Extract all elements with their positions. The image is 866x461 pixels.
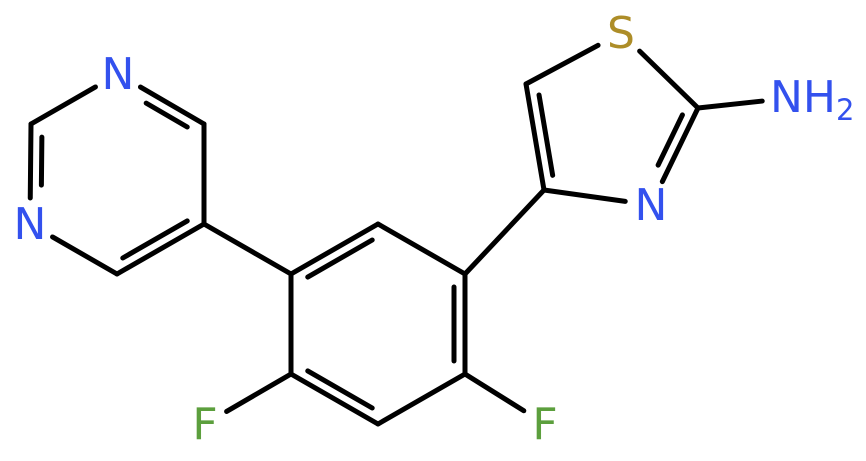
- bond-single: [462, 371, 527, 414]
- bond-double-inner: [120, 218, 190, 261]
- bond-double: [288, 221, 381, 277]
- bond-single: [637, 48, 701, 111]
- bond-single: [695, 98, 765, 111]
- bond-double-inner: [655, 112, 685, 168]
- bond-double: [137, 84, 207, 127]
- atom-label-fluorine-right: F: [532, 399, 557, 450]
- bond-double: [659, 105, 701, 185]
- bond-single: [224, 371, 294, 414]
- bond-double-inner: [305, 368, 375, 411]
- bond-single: [50, 234, 120, 277]
- bond-double: [114, 221, 207, 277]
- atom-label-pyrimidine-N1: N: [102, 49, 135, 100]
- bond-double: [523, 81, 547, 193]
- bond-single: [201, 221, 294, 277]
- bond-double-inner: [536, 92, 556, 178]
- bond-single: [375, 221, 468, 277]
- bond-double: [27, 121, 34, 201]
- bond-double: [288, 371, 381, 427]
- bond-double-inner: [143, 100, 190, 130]
- bond-double-inner: [305, 237, 375, 280]
- bond-single: [28, 84, 98, 127]
- atom-label-amine-N: NH2: [770, 72, 854, 127]
- bond-single: [523, 42, 601, 87]
- atom-label-thiazole-S1: S: [607, 8, 635, 59]
- bond-single: [375, 371, 468, 427]
- bond-single: [462, 187, 547, 277]
- atom-label-pyrimidine-N3: N: [14, 199, 47, 250]
- atom-label-thiazole-N3: N: [635, 180, 668, 231]
- atom-label-fluorine-left: F: [192, 399, 217, 450]
- bond-single: [541, 187, 628, 204]
